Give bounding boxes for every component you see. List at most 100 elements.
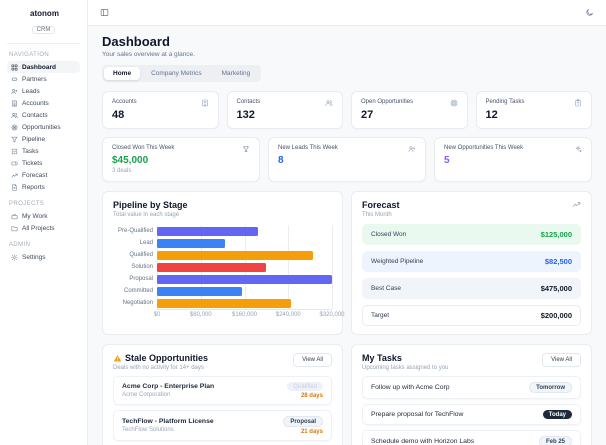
bottom-panel-row: Stale Opportunities Deals with no activi… xyxy=(102,344,592,445)
tab-marketing[interactable]: Marketing xyxy=(221,70,251,77)
sidebar-item-my-work[interactable]: My Work xyxy=(7,210,80,222)
pipeline-panel: Pipeline by Stage Total value in each st… xyxy=(102,191,345,335)
trophy-icon xyxy=(242,145,250,153)
week-card-label: New Opportunities This Week xyxy=(444,145,524,151)
forecast-row: Closed Won $125,000 xyxy=(362,224,581,245)
chart-bar xyxy=(157,286,242,296)
sidebar-item-tasks[interactable]: Tasks xyxy=(7,145,80,157)
chart-bar-row xyxy=(157,273,332,285)
tasks-view-all-button[interactable]: View All xyxy=(542,353,581,367)
sidebar-item-label: Settings xyxy=(22,253,46,261)
week-card-head: Closed Won This Week xyxy=(112,145,250,153)
chart-category-label: Committed xyxy=(123,288,153,294)
forecast-subtitle: This Month xyxy=(362,212,392,218)
stat-card-head: Contacts xyxy=(237,99,334,107)
sidebar-item-opportunities[interactable]: Opportunities xyxy=(7,121,80,133)
stat-card-value: 48 xyxy=(112,109,125,121)
sidebar-item-forecast[interactable]: Forecast xyxy=(7,169,80,181)
tasks-title: My Tasks xyxy=(362,353,402,363)
forecast-row-label: Target xyxy=(371,312,390,319)
funnel-icon xyxy=(11,136,18,143)
users-icon xyxy=(325,99,333,107)
forecast-row: Best Case $475,000 xyxy=(362,278,581,299)
sidebar-item-all-projects[interactable]: All Projects xyxy=(7,222,80,234)
sidebar-item-label: Opportunities xyxy=(22,123,61,131)
panel-left-icon[interactable] xyxy=(100,8,109,17)
week-card: New Opportunities This Week 5 xyxy=(434,137,592,182)
building-icon xyxy=(11,100,18,107)
brand-name: atonom xyxy=(30,9,59,18)
chart-category-label: Qualified xyxy=(129,252,153,258)
trending-up-icon xyxy=(11,172,18,179)
stat-card-label: Pending Tasks xyxy=(485,99,525,105)
sidebar-item-reports[interactable]: Reports xyxy=(7,181,80,193)
stat-card: Pending Tasks 12 xyxy=(475,91,592,129)
sidebar-item-label: Tickets xyxy=(22,159,43,167)
moon-icon[interactable] xyxy=(585,8,594,17)
pipeline-chart: Pre-Qualified Lead Qualified Solution Propos… xyxy=(113,225,333,310)
trending-up-icon xyxy=(572,200,581,209)
stat-card-value: 12 xyxy=(485,109,498,121)
opportunity-name: TechFlow - Platform License xyxy=(122,418,214,425)
stat-card-head: Accounts xyxy=(112,99,209,107)
content: Dashboard Your sales overview at a glanc… xyxy=(88,26,606,445)
chart-x-tick: $80,000 xyxy=(189,312,212,318)
stale-opportunity-item[interactable]: TechFlow - Platform License TechFlow Solu… xyxy=(113,410,332,441)
task-due-badge: Tomorrow xyxy=(529,382,572,393)
sidebar-item-label: Contacts xyxy=(22,111,48,119)
chart-category-label: Lead xyxy=(139,240,153,246)
week-card-value: $45,000 xyxy=(112,155,149,166)
tasks-subtitle: Upcoming tasks assigned to you xyxy=(362,365,449,371)
week-card-row: Closed Won This Week $45,000 3 deals New Le… xyxy=(102,137,592,182)
week-card-head: New Opportunities This Week xyxy=(444,145,582,153)
briefcase-icon xyxy=(11,213,18,220)
chart-bar-row xyxy=(157,249,332,261)
stale-list: Acme Corp - Enterprise Plan Acme Corporat… xyxy=(113,376,332,445)
chart-bar xyxy=(157,238,226,248)
task-item[interactable]: Follow up with Acme Corp Tomorrow xyxy=(362,376,581,399)
chart-x-tick: $240,000 xyxy=(275,312,301,318)
tab-home[interactable]: Home xyxy=(104,67,141,80)
stat-card-value: 27 xyxy=(361,109,374,121)
forecast-row-label: Weighted Pipeline xyxy=(371,258,424,265)
stale-item-meta: Qualified 28 days xyxy=(287,382,323,399)
sidebar-item-label: Accounts xyxy=(22,99,49,107)
task-due-badge: Today xyxy=(542,410,572,419)
task-item[interactable]: Schedule demo with Horizon Labs Feb 25 xyxy=(362,430,581,445)
pipeline-subtitle: Total value in each stage xyxy=(113,212,180,218)
stale-opportunity-item[interactable]: Acme Corp - Enterprise Plan Acme Corporat… xyxy=(113,376,332,405)
stale-view-all-button[interactable]: View All xyxy=(293,353,332,367)
sidebar-item-partners[interactable]: Partners xyxy=(7,73,80,85)
stage-badge: Qualified xyxy=(287,382,323,391)
folder-icon xyxy=(11,225,18,232)
forecast-row: Target $200,000 xyxy=(362,305,581,326)
forecast-rows: Closed Won $125,000 Weighted Pipeline $82,5… xyxy=(362,224,581,326)
stale-item-text: Acme Corp - Enterprise Plan Acme Corporat… xyxy=(122,383,214,398)
stale-days: 28 days xyxy=(300,393,323,399)
opportunity-company: TechFlow Solutions xyxy=(122,427,174,433)
chart-bar-row xyxy=(157,261,332,273)
stat-card-row: Accounts 48 Contacts 132 Open Opportunities 2… xyxy=(102,91,592,129)
chart-category-label: Proposal xyxy=(129,276,153,282)
sidebar-item-dashboard[interactable]: Dashboard xyxy=(7,61,80,73)
sidebar-item-label: My Work xyxy=(22,212,48,220)
opportunity-company: Acme Corporation xyxy=(122,392,171,398)
ticket-icon xyxy=(11,160,18,167)
sidebar-item-leads[interactable]: Leads xyxy=(7,85,80,97)
tab-company-metrics[interactable]: Company Metrics xyxy=(151,70,202,77)
forecast-row-label: Best Case xyxy=(371,285,401,292)
stat-card-value: 132 xyxy=(236,109,255,121)
task-label: Follow up with Acme Corp xyxy=(371,384,450,391)
sidebar-item-accounts[interactable]: Accounts xyxy=(7,97,80,109)
sidebar-item-tickets[interactable]: Tickets xyxy=(7,157,80,169)
sidebar-nav: Navigation Dashboard Partners Leads Accounts… xyxy=(7,52,80,263)
task-item[interactable]: Prepare proposal for TechFlow Today xyxy=(362,404,581,425)
sidebar-item-label: Pipeline xyxy=(22,135,46,143)
stale-item-meta: Proposal 21 days xyxy=(283,416,323,435)
sidebar-item-settings[interactable]: Settings xyxy=(7,251,80,263)
page-title: Dashboard xyxy=(102,34,170,49)
sidebar-item-contacts[interactable]: Contacts xyxy=(7,109,80,121)
stat-card-label: Contacts xyxy=(236,99,261,105)
sidebar-item-pipeline[interactable]: Pipeline xyxy=(7,133,80,145)
check-square-icon xyxy=(11,148,18,155)
